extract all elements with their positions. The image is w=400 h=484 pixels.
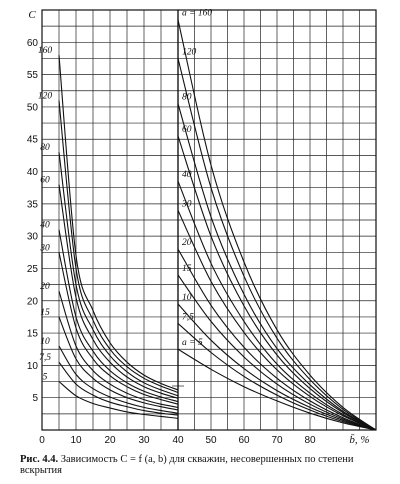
left-series-label: 160 — [38, 46, 53, 56]
y-tick-label: 10 — [27, 361, 39, 372]
x-tick-label: 30 — [138, 435, 150, 446]
right-series-label: 10 — [182, 293, 192, 303]
y-tick-label: 40 — [27, 167, 39, 178]
y-tick-label: 50 — [27, 102, 39, 113]
x-tick-label: 20 — [104, 435, 116, 446]
right-series-label: 7,5 — [182, 312, 194, 322]
left-series-label: 80 — [40, 143, 50, 153]
x-tick-label: 0 — [39, 435, 45, 446]
x-tick-label: 10 — [70, 435, 82, 446]
left-series-label: 5 — [43, 373, 48, 383]
right-series-9-line — [177, 303, 377, 431]
y-tick-label: 45 — [27, 135, 39, 146]
right-series-label: 20 — [182, 238, 192, 248]
left-series-6-line — [58, 252, 179, 405]
y-tick-label: 15 — [27, 329, 39, 340]
caption-text: Зависимость C = f (a, b) для скважин, не… — [20, 454, 354, 476]
left-series-label: 7,5 — [39, 353, 51, 363]
y-tick-label: 20 — [27, 296, 39, 307]
left-series-label: 60 — [40, 175, 50, 185]
caption-figure-number: Рис. 4.4. — [20, 454, 59, 465]
left-series-label: 10 — [40, 337, 50, 347]
figure-caption: Рис. 4.4. Зависимость C = f (a, b) для с… — [20, 454, 392, 476]
grid — [42, 10, 376, 430]
y-tick-label: 5 — [32, 393, 38, 404]
left-series-label: 40 — [40, 221, 50, 231]
y-tick-label: 60 — [27, 38, 39, 49]
right-series-3-line — [177, 103, 377, 431]
x-tick-label: 70 — [271, 435, 283, 446]
curves — [58, 19, 377, 431]
x-tick-label: 40 — [172, 435, 184, 446]
right-series-8-line — [177, 274, 377, 431]
left-series-7-line — [58, 290, 179, 408]
y-axis-label: C — [28, 9, 36, 21]
x-tick-label: 80 — [304, 435, 316, 446]
right-series-label: a = 160 — [182, 9, 212, 19]
right-series-label: 120 — [182, 47, 197, 57]
right-series-11-line — [177, 348, 377, 431]
y-tick-label: 35 — [27, 199, 39, 210]
y-tick-label: 30 — [27, 232, 39, 243]
left-series-label: 20 — [40, 282, 50, 292]
left-series-8-line — [58, 316, 179, 411]
right-series-5-line — [177, 180, 377, 431]
right-series-6-line — [177, 210, 377, 431]
left-series-11-line — [58, 381, 179, 419]
y-tick-label: 25 — [27, 264, 39, 275]
right-series-1-line — [177, 19, 377, 431]
left-series-3-line — [58, 152, 179, 397]
right-series-label: 80 — [182, 93, 192, 103]
right-series-label: 30 — [181, 199, 192, 209]
right-series-label: a = 5 — [182, 338, 203, 348]
right-series-4-line — [177, 135, 377, 431]
x-tick-label: 60 — [238, 435, 250, 446]
left-series-9-line — [58, 345, 179, 414]
x-tick-label: 50 — [205, 435, 217, 446]
right-series-label: 40 — [182, 170, 192, 180]
right-panel-frame — [177, 9, 377, 431]
left-series-4-line — [58, 184, 179, 399]
right-series-10-line — [177, 322, 377, 431]
right-series-2-line — [177, 58, 377, 431]
right-series-7-line — [177, 248, 377, 431]
left-series-10-line — [58, 361, 179, 416]
x-axis-label: b̄, % — [349, 434, 369, 446]
left-series-label: 120 — [38, 91, 53, 101]
left-series-label: 30 — [39, 243, 50, 253]
left-series-1-line — [58, 55, 179, 391]
left-series-label: 15 — [40, 308, 50, 318]
left-series-2-line — [58, 100, 179, 394]
right-series-label: 15 — [182, 264, 192, 274]
right-series-label: 60 — [182, 125, 192, 135]
left-series-5-line — [58, 229, 179, 403]
y-tick-label: 55 — [27, 70, 39, 81]
